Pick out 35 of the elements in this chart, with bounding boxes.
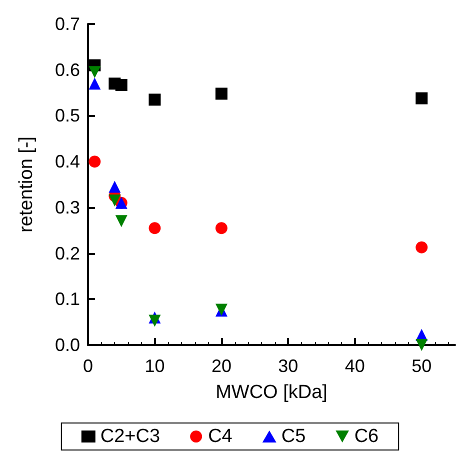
point	[115, 215, 128, 228]
x-tick-label: 40	[344, 356, 365, 376]
legend-label: C4	[208, 426, 233, 447]
point	[416, 241, 428, 254]
point	[215, 222, 228, 234]
point	[148, 314, 161, 327]
point	[88, 78, 101, 90]
point	[108, 194, 121, 207]
x-tick-label: 30	[278, 356, 298, 376]
legend-label: C2+C3	[100, 426, 160, 447]
y-tick-label: 0.1	[54, 289, 80, 310]
legend-label: C5	[281, 426, 306, 447]
point	[88, 156, 101, 168]
y-tick-label: 0.4	[54, 152, 80, 172]
y-tick-label: 0.0	[54, 335, 80, 355]
point	[416, 339, 428, 351]
legend-label: C6	[354, 426, 379, 447]
point	[215, 88, 228, 100]
y-tick-label: 0.5	[54, 106, 80, 126]
x-tick-label: 50	[412, 356, 432, 376]
x-axis-title: MWCO [kDa]	[216, 382, 328, 403]
y-tick-label: 0.2	[54, 243, 80, 264]
point	[148, 94, 161, 106]
point	[148, 222, 161, 234]
x-tick-label: 20	[211, 356, 232, 376]
x-tick-label: 0	[82, 356, 94, 376]
y-tick-label: 0.3	[54, 197, 80, 218]
point	[115, 78, 128, 91]
point	[416, 92, 428, 104]
y-axis-title: retention [-]	[16, 136, 37, 233]
x-tick-label: 10	[144, 356, 165, 376]
point	[88, 66, 101, 78]
y-tick-label: 0.6	[54, 60, 80, 80]
point	[108, 180, 121, 193]
y-tick-label: 0.7	[54, 14, 80, 34]
